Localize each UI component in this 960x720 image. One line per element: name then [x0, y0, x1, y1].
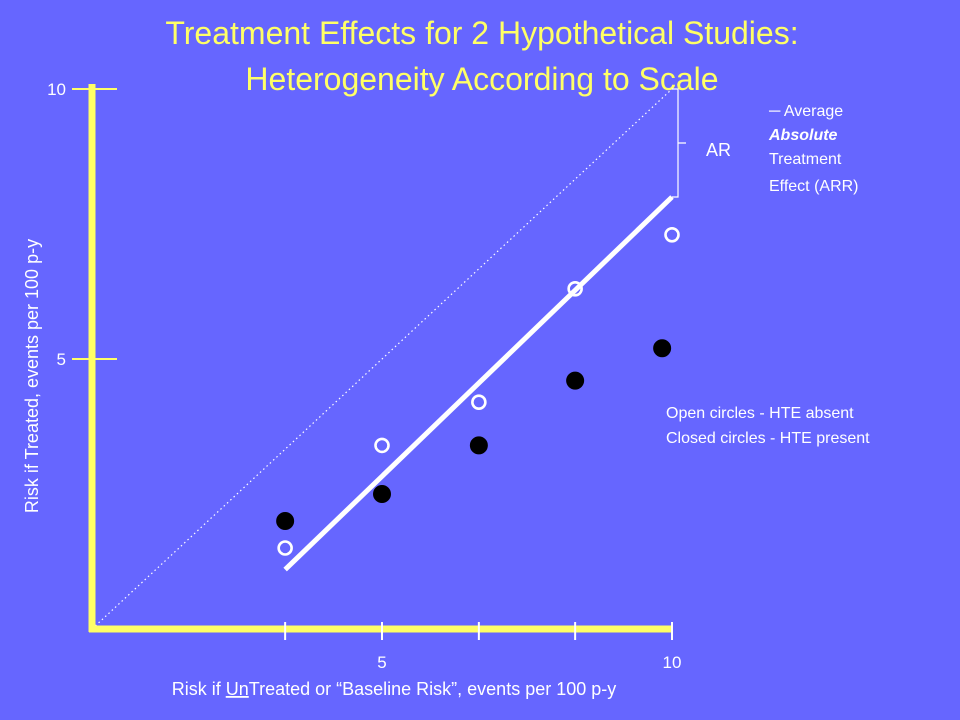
chart-subtitle: Heterogeneity According to Scale	[245, 61, 718, 97]
ar-bracket	[672, 88, 686, 198]
identity-line	[91, 88, 673, 630]
arr-line-3: Treatment	[769, 151, 842, 168]
x-tick-label-1: 5	[377, 653, 386, 672]
arr-annotation: ─ Average Absolute Treatment Effect (ARR…	[768, 103, 859, 195]
open-circle-point-5	[664, 227, 680, 243]
fit-line	[283, 195, 674, 572]
x-tick-marks: 5 10	[284, 622, 682, 672]
closed-circle-point-5	[653, 339, 672, 358]
closed-circle-point-2	[373, 485, 391, 503]
x-axis-label-after: Treated or “Baseline Risk”, events per 1…	[249, 679, 617, 699]
ar-label: AR	[706, 140, 731, 160]
open-circle-point-4	[567, 280, 583, 297]
y-tick-marks: 5 10	[47, 80, 117, 369]
arr-line-4: Effect (ARR)	[769, 178, 859, 195]
y-tick-label-2: 10	[47, 80, 66, 99]
x-axis-label: Risk if UnTreated or “Baseline Risk”, ev…	[172, 679, 617, 699]
x-axis-label-before: Risk if	[172, 679, 226, 699]
data-points	[276, 227, 680, 556]
chart-title: Treatment Effects for 2 Hypothetical Stu…	[165, 15, 798, 51]
arr-line-2: Absolute	[768, 127, 838, 144]
x-tick-label-2: 10	[663, 653, 682, 672]
open-circle-point-2	[374, 437, 390, 454]
legend-closed-circles: Closed circles - HTE present	[666, 430, 870, 447]
legend: Open circles - HTE absent Closed circles…	[666, 405, 870, 447]
closed-circle-point-3	[469, 436, 488, 455]
x-axis-label-underlined: Un	[226, 679, 249, 699]
y-tick-label-1: 5	[57, 350, 66, 369]
closed-circle-point-4	[566, 371, 585, 390]
open-circle-point-3	[471, 394, 487, 411]
open-circle-point-1	[277, 540, 293, 556]
arr-line-1: ─ Average	[768, 103, 843, 120]
y-axis-label: Risk if Treated, events per 100 p-y	[22, 239, 42, 513]
closed-circle-point-1	[276, 512, 295, 530]
legend-open-circles: Open circles - HTE absent	[666, 405, 854, 422]
